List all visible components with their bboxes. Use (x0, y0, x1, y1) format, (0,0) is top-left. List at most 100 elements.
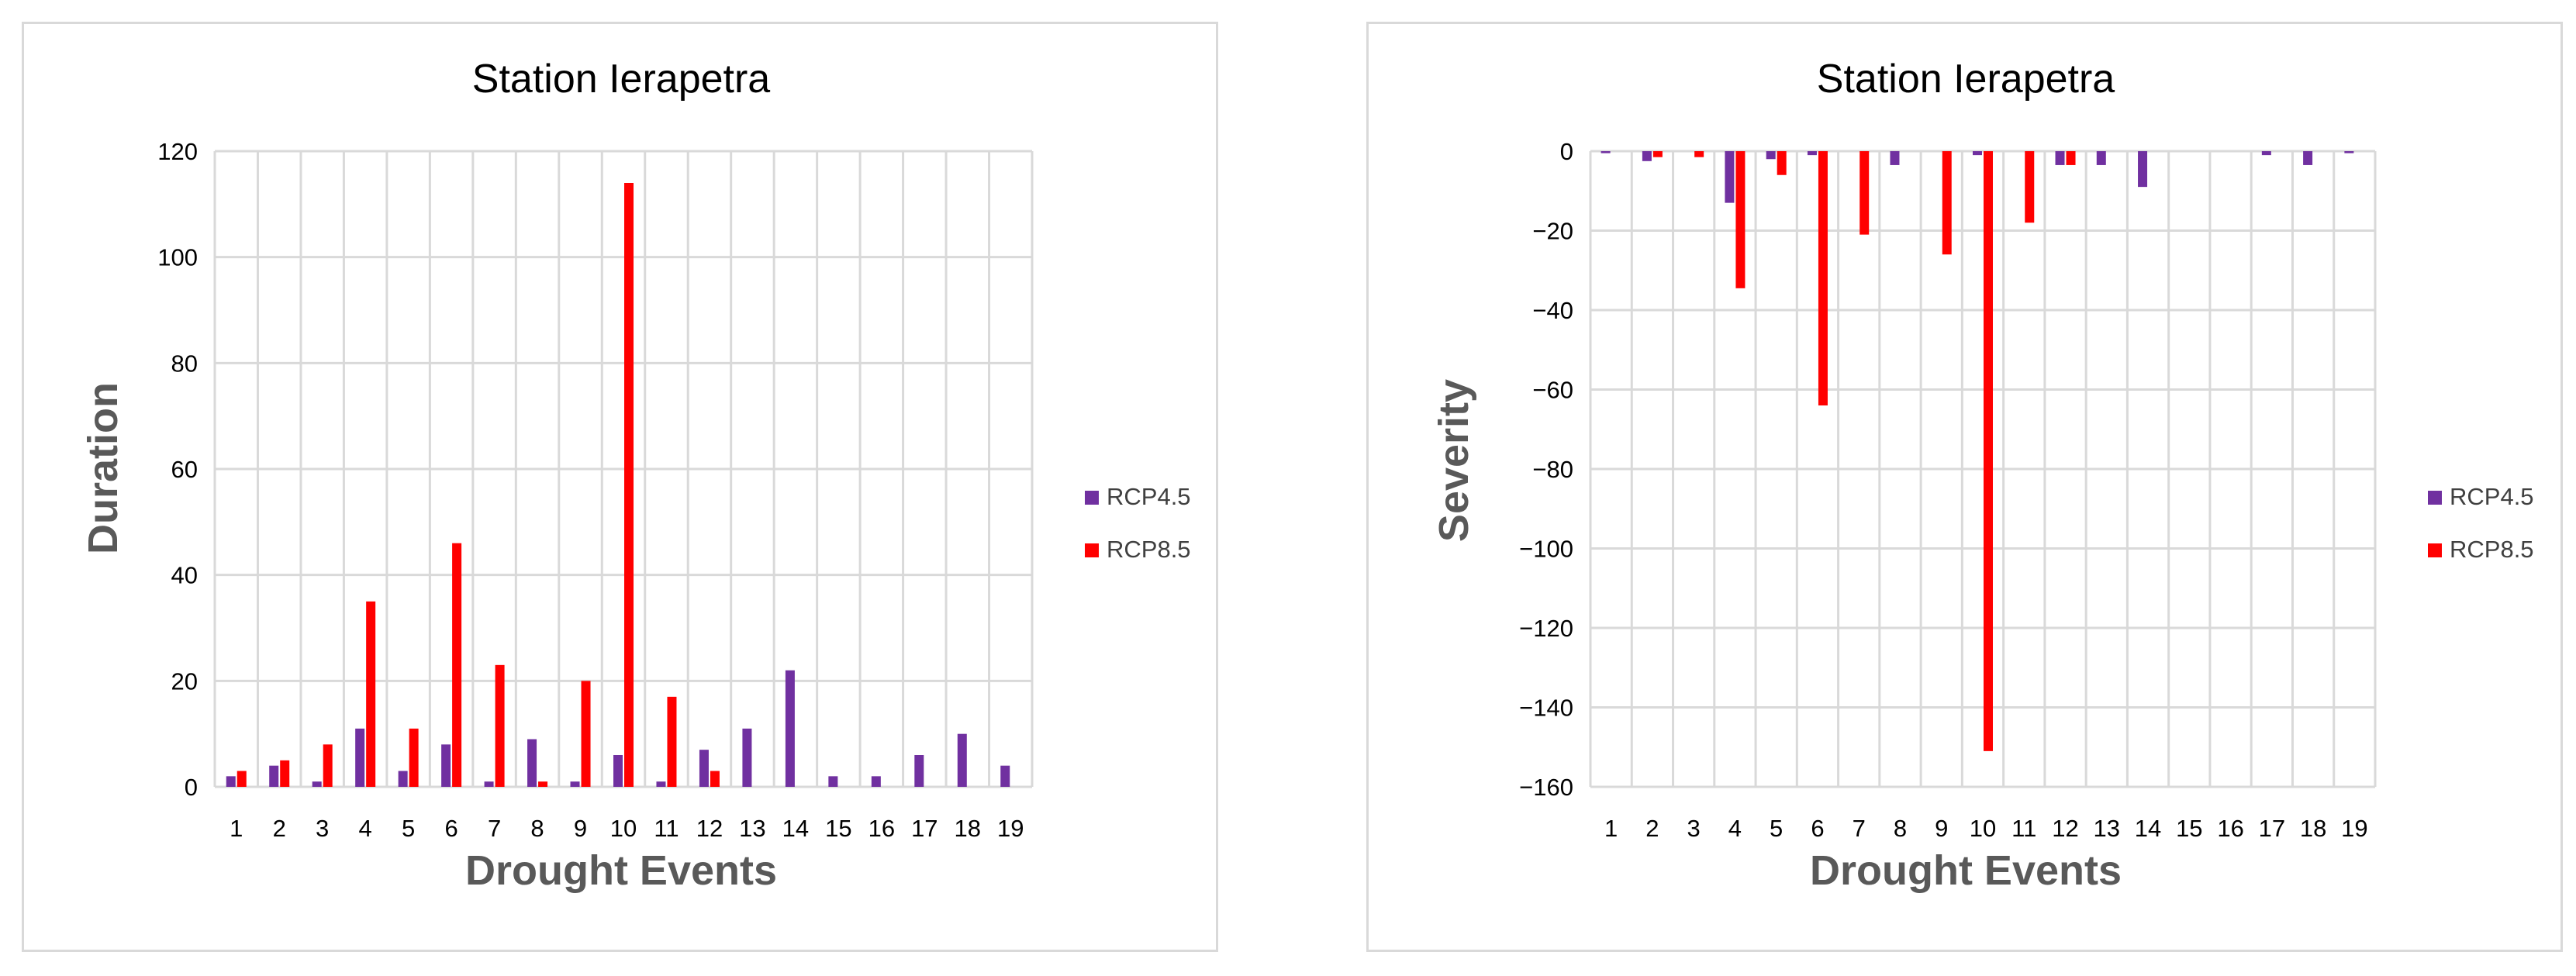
x-tick-label: 3 (316, 815, 329, 842)
y-tick-label: 0 (185, 774, 198, 801)
y-axis-title: Duration (80, 382, 126, 554)
legend: RCP4.5 RCP8.5 (1085, 483, 1191, 563)
x-tick-label: 4 (359, 815, 372, 842)
series-rcp8-5 (1652, 151, 2076, 751)
bar (828, 776, 838, 787)
bar (226, 776, 236, 787)
x-tick-label: 10 (610, 815, 637, 842)
bar (656, 781, 666, 787)
y-tick-label: −120 (1519, 615, 1573, 642)
x-axis-title: Drought Events (465, 847, 777, 894)
y-tick-labels: 0 20 40 60 80 100 120 (157, 138, 198, 801)
bar (1000, 765, 1010, 787)
bar (710, 771, 720, 787)
y-tick-label: −80 (1532, 456, 1573, 483)
bar (742, 728, 752, 787)
x-tick-label: 17 (911, 815, 938, 842)
series-rcp4-5 (226, 670, 1010, 787)
x-tick-label: 16 (868, 815, 895, 842)
series-rcp4-5 (1601, 151, 2354, 203)
bar (1890, 151, 1900, 165)
x-tick-labels: 1 2 3 4 5 6 7 8 9 10 11 12 13 14 15 16 17 18 19 (1604, 815, 2368, 842)
x-tick-label: 7 (1853, 815, 1866, 842)
x-tick-label: 16 (2217, 815, 2243, 842)
bar (2025, 151, 2035, 223)
bar (914, 755, 924, 787)
bar (2096, 151, 2106, 165)
bar (613, 755, 623, 787)
x-tick-label: 4 (1728, 815, 1742, 842)
bar (581, 681, 591, 787)
bar (323, 744, 333, 787)
severity-chart: Station Ierapetra Drought Events Severit… (1431, 57, 2534, 894)
y-tick-label: 0 (1560, 138, 1573, 165)
x-tick-label: 12 (696, 815, 723, 842)
bar (871, 776, 881, 787)
bar (269, 765, 279, 787)
x-tick-label: 8 (1894, 815, 1907, 842)
bar (366, 601, 376, 787)
chart-title: Station Ierapetra (472, 57, 771, 102)
duration-chart: Station Ierapetra Drought Events Duratio… (80, 57, 1191, 894)
y-tick-label: −40 (1532, 297, 1573, 324)
y-tick-label: 80 (171, 350, 198, 377)
series-rcp8-5 (237, 183, 720, 787)
legend-label: RCP4.5 (1107, 483, 1191, 510)
x-tick-label: 12 (2052, 815, 2078, 842)
bar (1973, 151, 1982, 156)
x-tick-label: 7 (488, 815, 501, 842)
x-tick-label: 8 (530, 815, 544, 842)
x-tick-label: 18 (2300, 815, 2326, 842)
bar (1984, 151, 1993, 751)
bar (409, 728, 419, 787)
bar (1725, 151, 1735, 203)
bar (2055, 151, 2065, 165)
x-tick-label: 5 (402, 815, 415, 842)
x-tick-label: 14 (782, 815, 809, 842)
gridlines (1589, 150, 2377, 788)
x-tick-label: 3 (1687, 815, 1701, 842)
x-tick-label: 13 (739, 815, 765, 842)
bar (484, 781, 494, 787)
bar (312, 781, 322, 787)
bar (624, 183, 634, 787)
severity-chart-panel: Station Ierapetra Drought Events Severit… (1366, 22, 2563, 952)
x-tick-label: 10 (1970, 815, 1996, 842)
bar (1735, 151, 1746, 288)
bar (2303, 151, 2313, 165)
x-tick-label: 1 (1604, 815, 1618, 842)
bar (452, 543, 462, 787)
x-tick-label: 2 (273, 815, 286, 842)
y-tick-label: 40 (171, 562, 198, 589)
bar (2138, 151, 2148, 188)
bar (441, 744, 451, 787)
bar (1766, 151, 1776, 160)
legend-swatch (2428, 491, 2442, 505)
bar (1601, 151, 1611, 153)
y-tick-label: 20 (171, 667, 198, 695)
bar (1652, 151, 1663, 157)
y-tick-label: −20 (1532, 218, 1573, 245)
x-tick-label: 11 (654, 815, 679, 842)
bar (398, 771, 408, 787)
legend-label: RCP4.5 (2450, 483, 2534, 510)
y-tick-label: −140 (1519, 695, 1573, 722)
bar (1818, 151, 1828, 405)
bar (570, 781, 580, 787)
x-tick-label: 1 (230, 815, 243, 842)
bar (2261, 151, 2271, 156)
gridlines (213, 150, 1034, 788)
bar (699, 750, 709, 787)
x-tick-label: 15 (2176, 815, 2202, 842)
bar (1807, 151, 1817, 156)
bar (1777, 151, 1787, 175)
bar (495, 664, 505, 787)
bar (527, 739, 537, 787)
bar (1694, 151, 1704, 157)
y-tick-label: −160 (1519, 774, 1573, 801)
legend-swatch (2428, 543, 2442, 557)
y-tick-label: 120 (157, 138, 198, 165)
bar (237, 771, 247, 787)
x-tick-label: 18 (955, 815, 981, 842)
x-tick-label: 15 (825, 815, 851, 842)
